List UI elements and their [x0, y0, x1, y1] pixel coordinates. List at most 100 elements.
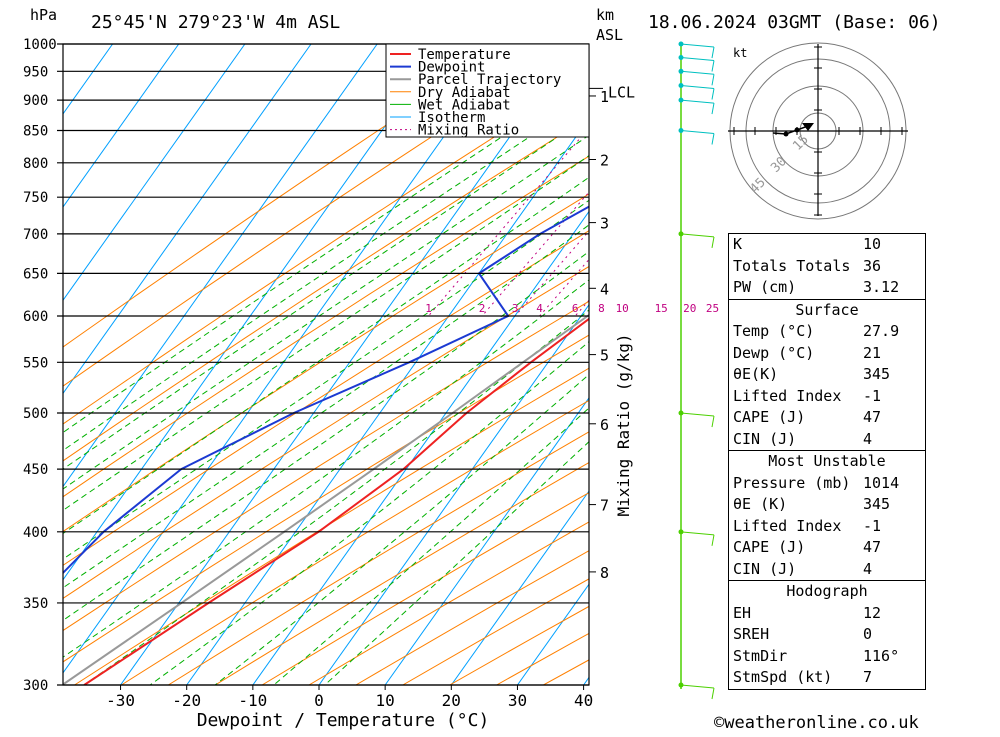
pressure-tick-label: 300	[23, 678, 48, 694]
x-tick-label: -30	[106, 691, 135, 710]
lcl-label: LCL	[608, 83, 635, 101]
pressure-tick-label: 950	[23, 64, 48, 80]
index-row-pw: PW (cm)3.12	[729, 277, 926, 299]
wind-barb	[681, 131, 714, 145]
wind-barb	[681, 44, 714, 58]
mixing-ratio-label: 4	[536, 302, 543, 315]
mu-row-thetae: θE (K)345	[729, 494, 926, 516]
isotherm-line	[253, 44, 708, 685]
section-surface-title: Surface	[729, 299, 926, 321]
hodograph-point	[784, 132, 789, 137]
mixing-ratio-label: 8	[598, 302, 605, 315]
x-tick-label: 30	[508, 691, 527, 710]
wind-barb	[681, 234, 714, 248]
pressure-tick-label: 550	[23, 355, 48, 371]
mixing-ratio-label: 10	[616, 302, 629, 315]
wet-adiabat-line	[0, 44, 668, 685]
pressure-tick-label: 800	[23, 156, 48, 172]
height-km-label: 6	[600, 416, 609, 434]
height-km-label: 3	[600, 215, 609, 233]
isotherm-line	[121, 44, 576, 685]
hodograph-ring-label: 30	[768, 154, 790, 176]
pressure-tick-label: 450	[23, 462, 48, 478]
surface-row-cin: CIN (J)4	[729, 429, 926, 451]
chart-title-datetime: 18.06.2024 03GMT (Base: 06)	[648, 12, 941, 33]
x-tick-label: 40	[574, 691, 593, 710]
x-tick-label: -20	[172, 691, 201, 710]
height-km-label: 2	[600, 151, 609, 169]
surface-row-dewp: Dewp (°C)21	[729, 343, 926, 365]
hodo-row-stmspd: StmSpd (kt)7	[729, 667, 926, 689]
wind-barb	[681, 413, 714, 427]
wind-barb	[681, 685, 714, 699]
x-axis-label: Dewpoint / Temperature (°C)	[197, 710, 490, 731]
height-km-label: 4	[600, 280, 609, 298]
pressure-tick-label: 500	[23, 406, 48, 422]
mu-row-cin: CIN (J)4	[729, 559, 926, 581]
legend-label: Mixing Ratio	[418, 123, 519, 139]
wind-profile	[679, 42, 715, 700]
isotherm-line	[54, 44, 509, 685]
wet-adiabat-line	[0, 44, 695, 685]
mixing-ratio-label: 6	[572, 302, 579, 315]
wind-barb	[681, 532, 714, 546]
height-km-label: 5	[600, 347, 609, 365]
pressure-unit-label: hPa	[30, 6, 57, 24]
pressure-tick-label: 1000	[23, 37, 57, 53]
wet-adiabat-line	[0, 44, 827, 685]
pressure-tick-label: 350	[23, 596, 48, 612]
x-tick-label: -10	[238, 691, 267, 710]
wind-barb	[681, 100, 714, 114]
mixing-ratio-label: 25	[706, 302, 719, 315]
pressure-tick-label: 400	[23, 525, 48, 541]
mixing-ratio-label: 15	[655, 302, 668, 315]
isotherm-line	[187, 44, 642, 685]
hodograph-ring-label: 15	[790, 132, 812, 154]
mixing-ratio-axis-label: Mixing Ratio (g/kg)	[614, 333, 633, 516]
mu-row-li: Lifted Index-1	[729, 516, 926, 538]
wind-barb	[681, 86, 714, 100]
mixing-ratio-label: 3	[512, 302, 519, 315]
altitude-unit-km: km	[596, 6, 614, 24]
mixing-ratio-label: 2	[479, 302, 486, 315]
isotherm-line	[319, 44, 774, 685]
x-tick-label: 0	[314, 691, 324, 710]
section-mu-title: Most Unstable	[729, 451, 926, 473]
wind-barb	[681, 71, 714, 85]
hodograph-point	[795, 128, 800, 133]
surface-row-cape: CAPE (J)47	[729, 407, 926, 429]
pressure-tick-label: 600	[23, 309, 48, 325]
chart-title-location: 25°45'N 279°23'W 4m ASL	[91, 12, 340, 33]
pressure-tick-label: 750	[23, 190, 48, 206]
mu-row-pressure: Pressure (mb)1014	[729, 473, 926, 495]
pressure-tick-label: 850	[23, 124, 48, 140]
wind-barb	[681, 57, 714, 71]
altitude-unit-asl: ASL	[596, 26, 623, 44]
footer-credit: ©weatheronline.co.uk	[714, 713, 919, 733]
height-km-label: 7	[600, 497, 609, 515]
isotherm-line	[0, 44, 113, 685]
hodograph-unit: kt	[733, 46, 747, 60]
hodograph-trace	[773, 126, 808, 134]
x-tick-label: 10	[376, 691, 395, 710]
x-tick-label: 20	[442, 691, 461, 710]
hodograph-ring-label: 45	[747, 175, 769, 197]
plot-frame	[63, 44, 589, 685]
pressure-tick-label: 900	[23, 93, 48, 109]
mu-row-cape: CAPE (J)47	[729, 537, 926, 559]
pressure-tick-label: 700	[23, 227, 48, 243]
mixing-ratio-label: 1	[425, 302, 432, 315]
section-hodograph-title: Hodograph	[729, 581, 926, 603]
mixing-ratio-label: 20	[683, 302, 696, 315]
height-km-label: 8	[600, 564, 609, 582]
surface-row-li: Lifted Index-1	[729, 386, 926, 408]
